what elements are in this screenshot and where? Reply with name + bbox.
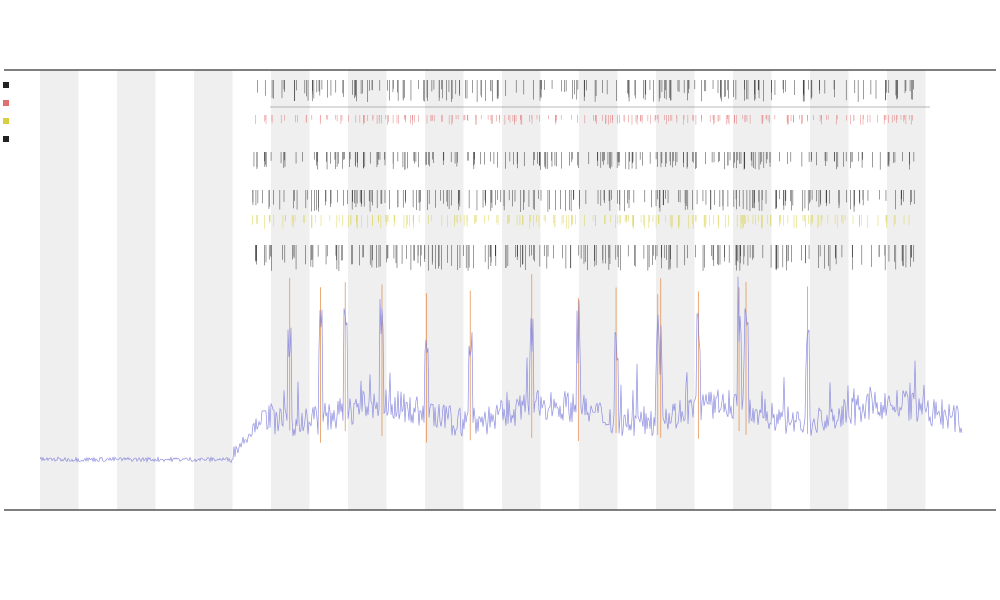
shaded-band — [810, 70, 849, 510]
shaded-band — [194, 70, 233, 510]
legend-swatch — [3, 136, 9, 142]
legend-swatch — [3, 100, 9, 106]
shaded-band — [348, 70, 387, 510]
shaded-band — [656, 70, 695, 510]
shaded-band — [40, 70, 79, 510]
shaded-time-bands — [40, 70, 926, 510]
legend-swatch — [3, 82, 9, 88]
shaded-band — [887, 70, 926, 510]
shaded-band — [117, 70, 156, 510]
signal-trace — [39, 276, 963, 464]
shaded-band — [579, 70, 618, 510]
shaded-band — [425, 70, 464, 510]
shaded-band — [271, 70, 310, 510]
spike-lines — [289, 274, 808, 443]
legend-swatch — [3, 118, 9, 124]
event-marks — [252, 80, 930, 271]
shaded-band — [502, 70, 541, 510]
legend — [3, 82, 9, 142]
